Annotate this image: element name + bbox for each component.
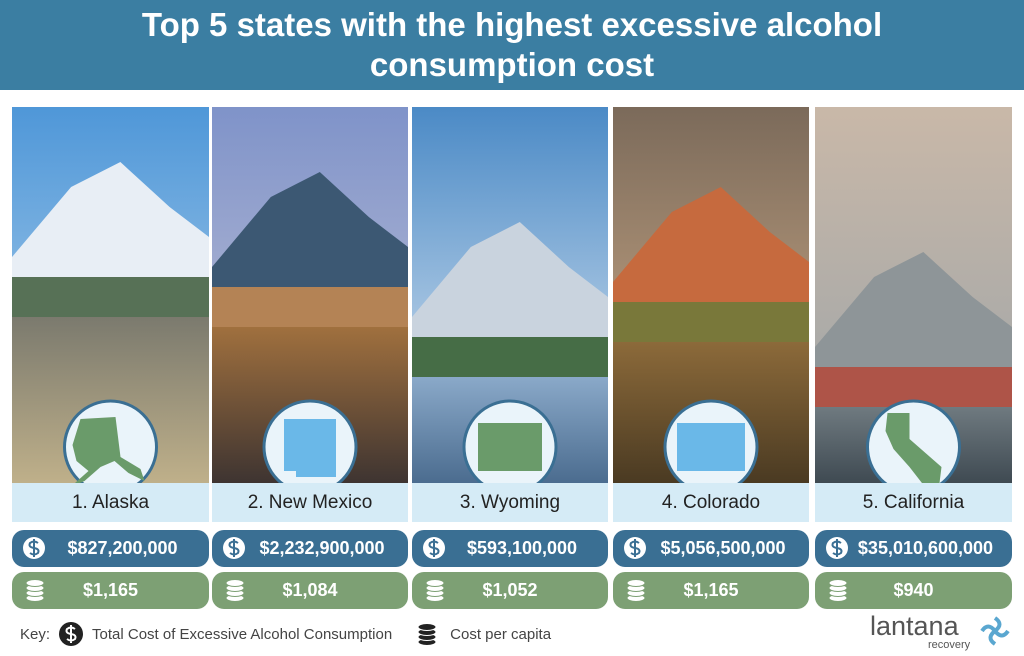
state-image <box>412 107 608 483</box>
state-column: 5. California $35,010,600,000 $940 <box>815 107 1012 617</box>
key: Key: Total Cost of Excessive Alcohol Con… <box>20 622 551 646</box>
coins-icon <box>25 579 45 602</box>
coin <box>626 579 646 587</box>
state-image <box>613 107 809 483</box>
total-cost-pill: $5,056,500,000 <box>613 530 809 567</box>
logo-name: lantana <box>870 611 959 641</box>
coin <box>25 579 45 587</box>
cost-per-capita: $1,165 <box>82 580 139 600</box>
midground <box>12 277 209 317</box>
state-image <box>212 107 408 483</box>
icon-glyph <box>428 539 440 557</box>
state-column: 2. New Mexico $2,232,900,000 $1,084 <box>212 107 408 617</box>
state-image <box>815 107 1012 483</box>
header: Top 5 states with the highest excessive … <box>0 0 1024 90</box>
state-shape <box>72 417 145 483</box>
cost-per-capita: $940 <box>893 580 934 600</box>
logo-tagline: recovery <box>928 639 971 651</box>
state-column: 3. Wyoming $593,100,000 $1,052 <box>412 107 608 617</box>
dollar-icon <box>826 537 848 559</box>
total-cost: $2,232,900,000 <box>259 538 385 558</box>
key-label: Key: <box>20 625 51 643</box>
state-shape <box>885 413 942 483</box>
state-image <box>12 107 209 483</box>
state-shape <box>478 423 542 471</box>
state-column: 1. Alaska $827,200,000 $1,165 <box>12 107 209 617</box>
state-label: 5. California <box>815 483 1012 522</box>
cost-per-capita: $1,084 <box>282 580 338 600</box>
state-shape <box>284 419 336 477</box>
coins-icon <box>626 579 646 602</box>
state-label: 3. Wyoming <box>412 483 608 522</box>
title: Top 5 states with the highest excessive … <box>141 6 883 83</box>
coins-icon <box>828 579 848 602</box>
logo: lantana recovery <box>870 611 1010 651</box>
total-cost: $5,056,500,000 <box>660 538 786 558</box>
cost-per-capita: $1,165 <box>683 580 739 600</box>
coins-icon <box>417 623 437 646</box>
midground <box>412 337 608 377</box>
total-cost-pill: $2,232,900,000 <box>212 530 408 567</box>
total-cost: $593,100,000 <box>466 538 578 558</box>
coins-icon <box>225 579 245 602</box>
midground <box>613 302 809 342</box>
total-cost-pill: $35,010,600,000 <box>815 530 1012 567</box>
key-total: Total Cost of Excessive Alcohol Consumpt… <box>92 625 393 643</box>
total-cost-pill: $593,100,000 <box>412 530 608 567</box>
dollar-icon <box>223 537 245 559</box>
dollar-icon <box>423 537 445 559</box>
total-cost: $35,010,600,000 <box>857 538 994 558</box>
dollar-icon <box>624 537 646 559</box>
coin <box>225 579 245 587</box>
state-column: 4. Colorado $5,056,500,000 $1,165 <box>613 107 809 617</box>
icon-glyph <box>831 539 843 557</box>
per-capita-pill: $1,084 <box>212 572 408 609</box>
dollar-icon <box>59 622 84 646</box>
state-label: 4. Colorado <box>613 483 809 522</box>
state-label: 1. Alaska <box>12 483 209 522</box>
state-shape <box>677 423 745 471</box>
per-capita-pill: $940 <box>815 572 1012 609</box>
total-cost-pill: $827,200,000 <box>12 530 209 567</box>
icon-glyph <box>228 539 240 557</box>
per-capita-pill: $1,165 <box>613 572 809 609</box>
coin <box>828 579 848 587</box>
coins-icon <box>425 579 445 602</box>
dollar-icon <box>23 537 45 559</box>
per-capita-pill: $1,165 <box>12 572 209 609</box>
icon-glyph <box>28 539 40 557</box>
cost-per-capita: $1,052 <box>482 580 538 600</box>
midground <box>212 287 408 327</box>
total-cost: $827,200,000 <box>67 538 178 558</box>
per-capita-pill: $1,052 <box>412 572 608 609</box>
icon-glyph <box>629 539 641 557</box>
logo-mark <box>980 616 1010 646</box>
key-per-capita: Cost per capita <box>450 625 552 643</box>
state-label: 2. New Mexico <box>212 483 408 522</box>
coin <box>425 579 445 587</box>
